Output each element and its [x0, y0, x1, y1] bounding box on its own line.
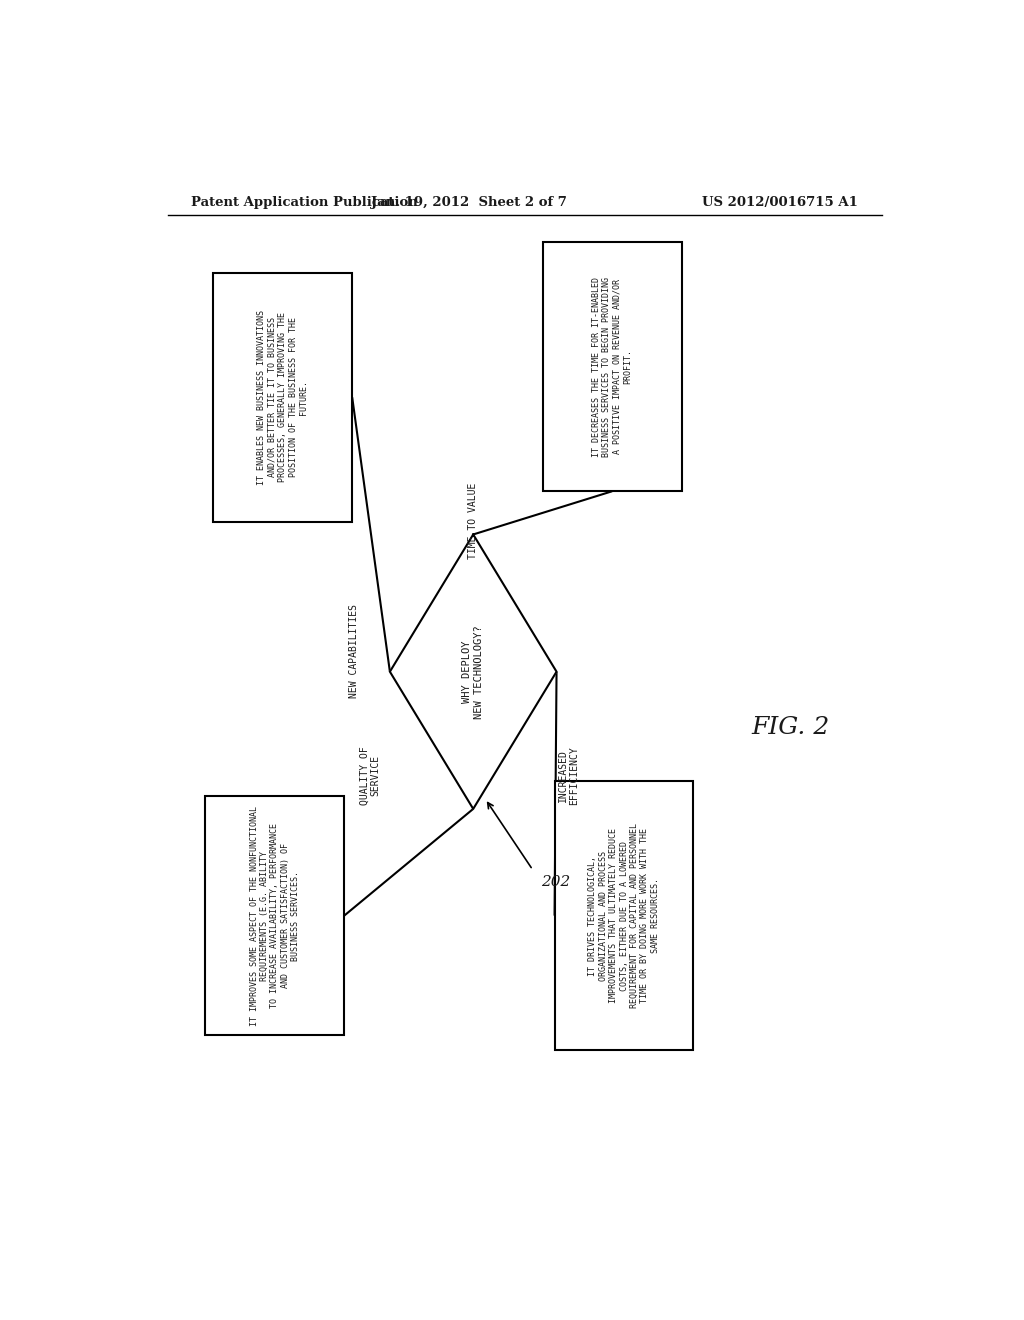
Text: WHY DEPLOY
NEW TECHNOLOGY?: WHY DEPLOY NEW TECHNOLOGY?: [463, 624, 484, 718]
Text: IT DRIVES TECHNOLOGICAL,
ORGANIZATIONAL AND PROCESS
IMPROVEMENTS THAT ULTIMATELY: IT DRIVES TECHNOLOGICAL, ORGANIZATIONAL …: [589, 824, 659, 1008]
Text: Patent Application Publication: Patent Application Publication: [191, 195, 418, 209]
Text: INCREASED
EFFICIENCY: INCREASED EFFICIENCY: [558, 746, 580, 805]
Text: 202: 202: [541, 875, 570, 888]
Polygon shape: [390, 535, 557, 809]
Text: FIG. 2: FIG. 2: [752, 715, 829, 739]
Text: NEW CAPABILITIES: NEW CAPABILITIES: [349, 605, 359, 698]
Text: Jan. 19, 2012  Sheet 2 of 7: Jan. 19, 2012 Sheet 2 of 7: [372, 195, 567, 209]
Bar: [206, 796, 344, 1035]
Text: IT DECREASES THE TIME FOR IT-ENABLED
BUSINESS SERVICES TO BEGIN PROVIDING
A POSI: IT DECREASES THE TIME FOR IT-ENABLED BUS…: [592, 277, 632, 457]
Bar: [213, 273, 352, 521]
Bar: [555, 781, 693, 1051]
Text: QUALITY OF
SERVICE: QUALITY OF SERVICE: [359, 746, 381, 805]
Bar: [543, 243, 682, 491]
Text: US 2012/0016715 A1: US 2012/0016715 A1: [702, 195, 858, 209]
Text: IT IMPROVES SOME ASPECT OF THE NONFUNCTIONAL
REQUIREMENTS (E.G. ABILITY
TO INCRE: IT IMPROVES SOME ASPECT OF THE NONFUNCTI…: [250, 805, 300, 1026]
Text: TIME TO VALUE: TIME TO VALUE: [468, 483, 478, 560]
Text: IT ENABLES NEW BUSINESS INNOVATIONS
AND/OR BETTER TIE IT TO BUSINESS
PROCESSES, : IT ENABLES NEW BUSINESS INNOVATIONS AND/…: [257, 310, 308, 484]
